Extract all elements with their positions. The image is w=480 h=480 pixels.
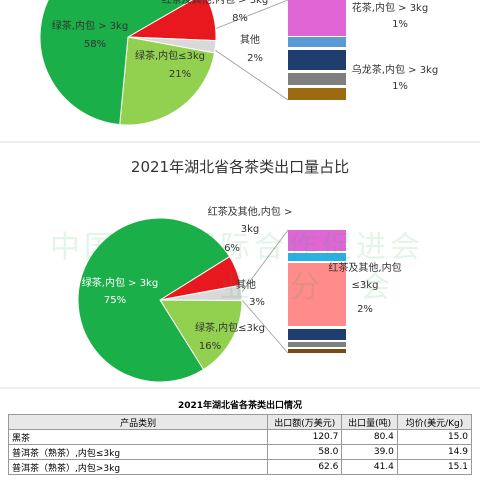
bar-segment — [288, 263, 346, 326]
table-row: 产品类别 出口额(万美元) 出口量(吨) 均价(美元/Kg) — [7, 414, 473, 430]
pie-slice — [159, 299, 243, 371]
bar-segment — [288, 342, 346, 347]
chart-title: 2021年湖北省各茶类出口量占比 — [131, 158, 349, 176]
table-cell: 15.0 — [396, 429, 473, 445]
table-cell: 出口量(吨) — [341, 414, 398, 430]
table-cell: 普洱茶（熟茶）,内包≤3kg — [7, 444, 269, 460]
data-label: 绿茶,内包 > 3kg — [81, 278, 159, 289]
pie-slice — [77, 217, 231, 383]
table-row: 普洱茶（熟茶）,内包>3kg 62.6 41.4 15.1 — [7, 459, 473, 475]
watermark: 茶产业分会 — [80, 270, 430, 305]
data-label: 2% — [247, 53, 263, 64]
data-label: 58% — [83, 39, 107, 50]
bar-segment — [288, 230, 346, 251]
data-label: 其他 — [240, 35, 260, 46]
data-label: 1% — [392, 81, 408, 92]
table-cell: 39.0 — [341, 444, 398, 460]
connectors — [211, 0, 289, 354]
table: 产品类别 出口额(万美元) 出口量(吨) 均价(美元/Kg) 黑茶 120.7 80.4 15… — [7, 414, 473, 475]
bar-segment — [288, 253, 346, 261]
data-label: 乌龙茶,内包 > 3kg — [351, 65, 439, 76]
table-cell: 15.1 — [396, 459, 473, 475]
bar-segment — [288, 329, 346, 340]
data-label: 6% — [224, 243, 240, 254]
table-cell: 14.9 — [396, 444, 473, 460]
bar-segment — [288, 50, 346, 70]
data-label: 绿茶,内包≤3kg — [134, 51, 206, 62]
pie-slice — [119, 36, 216, 126]
data-label: 花茶,内包 > 3kg — [351, 3, 429, 14]
table-cell: 出口额(万美元) — [267, 414, 343, 430]
data-label: 2% — [357, 304, 373, 315]
table-cell: 41.4 — [341, 459, 398, 475]
table-cell: 普洱茶（熟茶）,内包>3kg — [7, 459, 269, 475]
connector — [241, 229, 289, 293]
watermark: 中国农业国际合作促进会 — [50, 230, 424, 265]
data-label: 8% — [232, 13, 248, 24]
connector — [211, 47, 289, 101]
table-row: 黑茶 120.7 80.4 15.0 — [7, 429, 473, 445]
data-label: 绿茶,内包 > 3kg — [51, 21, 129, 32]
data-label: 其他 — [236, 280, 256, 291]
bar-segment — [288, 0, 346, 36]
connector — [211, 0, 289, 31]
data-label: 红茶及其他,内包 > 3kg — [161, 0, 269, 6]
data-label: 1% — [392, 19, 408, 30]
data-label: 21% — [168, 69, 192, 80]
data-label: 红茶及其他,内包 > 3kg — [207, 207, 293, 235]
bar-segments — [288, 37, 346, 353]
table-cell: 120.7 — [267, 429, 343, 445]
data-label: 红茶及其他,内包≤3kg — [328, 263, 402, 291]
bar-segment — [288, 37, 346, 47]
data-label: 绿茶,内包≤3kg — [194, 323, 266, 334]
table-cell: 62.6 — [267, 459, 343, 475]
connector — [241, 299, 289, 354]
data-label: 75% — [103, 295, 127, 306]
bar-segment — [288, 73, 346, 85]
bar-segment — [288, 88, 346, 100]
table-row: 普洱茶（熟茶）,内包≤3kg 58.0 39.0 14.9 — [7, 444, 473, 460]
table-cell: 58.0 — [267, 444, 343, 460]
table-cell: 产品类别 — [7, 414, 269, 430]
table-cell: 80.4 — [341, 429, 398, 445]
data-label: 16% — [198, 341, 222, 352]
table-cell: 均价(美元/Kg) — [396, 414, 473, 430]
table-cell: 黑茶 — [7, 429, 269, 445]
data-label: 3% — [249, 297, 265, 308]
table-title: 2021年湖北省各茶类出口情况 — [177, 401, 303, 411]
pie-slice — [39, 0, 194, 126]
bar-segment — [288, 349, 346, 353]
